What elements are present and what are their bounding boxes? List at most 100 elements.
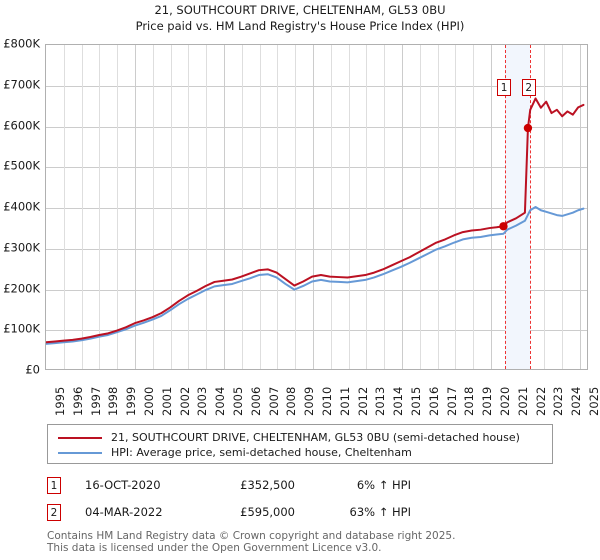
gridline: [99, 45, 100, 369]
x-axis-tick-label: 2001: [159, 386, 174, 416]
x-axis-tick-label: 2003: [195, 386, 210, 416]
x-axis-tick-label: 2011: [337, 386, 352, 416]
x-axis-tick-label: 2013: [373, 386, 388, 416]
gridline: [64, 45, 65, 369]
y-axis-tick-label: £800K: [3, 36, 40, 51]
gridline: [491, 45, 492, 369]
gridline: [562, 45, 563, 369]
transaction-badge-2: 2: [47, 504, 61, 521]
chart-legend: 21, SOUTHCOURT DRIVE, CHELTENHAM, GL53 0…: [47, 424, 553, 464]
transaction-badge-1: 1: [47, 477, 61, 494]
transaction-date-1: 16-OCT-2020: [85, 478, 161, 492]
x-axis-tick-label: 2023: [551, 386, 566, 416]
title-line-2: Price paid vs. HM Land Registry's House …: [135, 19, 465, 33]
gridline: [46, 167, 587, 168]
transaction-row[interactable]: 2 04-MAR-2022 £595,000 63% ↑ HPI: [47, 503, 553, 525]
transaction-price-1: £352,500: [240, 478, 295, 492]
x-axis-tick-label: 2006: [248, 386, 263, 416]
transaction-delta-1: 6% ↑ HPI: [356, 478, 411, 492]
gridline: [171, 45, 172, 369]
legend-label-property: 21, SOUTHCOURT DRIVE, CHELTENHAM, GL53 0…: [111, 431, 520, 444]
series-lines: [46, 97, 585, 345]
x-axis-labels: 1995 1996 1997 1998 1999 2000 2001 2002 2003 2004…: [45, 372, 600, 418]
y-axis-tick-label: £600K: [3, 118, 40, 132]
gridline: [206, 45, 207, 369]
gridline: [384, 45, 385, 369]
gridline: [46, 86, 587, 87]
gridline: [420, 45, 421, 369]
gridline: [349, 45, 350, 369]
footer-attribution: Contains HM Land Registry data © Crown c…: [47, 530, 587, 554]
x-axis-tick-label: 2009: [302, 386, 317, 416]
gridline: [544, 45, 545, 369]
gridline: [366, 45, 367, 369]
y-axis-tick-label: £200K: [3, 281, 40, 295]
sale-marker-flag[interactable]: 1: [497, 79, 512, 96]
sale-marker-dot[interactable]: [523, 123, 533, 133]
x-axis-tick-label: 2017: [444, 386, 459, 416]
event-line: [505, 45, 507, 369]
legend-label-hpi: HPI: Average price, semi-detached house,…: [111, 446, 412, 459]
y-axis-tick-label: £0: [25, 362, 40, 377]
title-line-1: 21, SOUTHCOURT DRIVE, CHELTENHAM, GL53 0…: [154, 3, 446, 17]
x-axis-tick-label: 2002: [177, 386, 192, 416]
y-axis-tick-label: £700K: [3, 77, 40, 92]
gridline: [455, 45, 456, 369]
x-axis-tick-label: 2007: [266, 386, 281, 416]
x-axis-tick-label: 2005: [231, 386, 246, 416]
y-axis-tick-label: £300K: [3, 240, 40, 255]
series-line: [46, 97, 585, 344]
sale-marker-flag[interactable]: 2: [521, 79, 536, 96]
y-axis-tick-label: £100K: [3, 321, 40, 336]
gridline: [473, 45, 474, 369]
gridline: [46, 249, 587, 250]
y-axis-tick-label: £400K: [3, 199, 40, 214]
gridline: [46, 127, 587, 128]
x-axis-tick-label: 1995: [53, 386, 67, 416]
sale-marker-dot[interactable]: [499, 222, 508, 231]
x-axis-tick-label: 2008: [284, 386, 299, 416]
gridline: [277, 45, 278, 369]
event-line: [529, 45, 531, 369]
y-axis-tick-label: £500K: [3, 158, 40, 173]
x-axis-tick-label: 1997: [88, 386, 103, 416]
gridline: [46, 290, 587, 291]
x-axis-tick-label: 2016: [426, 386, 441, 416]
x-axis-tick-label: 2015: [409, 386, 424, 416]
series-line: [46, 206, 585, 345]
gridline: [188, 45, 189, 369]
x-axis-tick-label: 2018: [462, 386, 477, 416]
transaction-price-2: £595,000: [240, 505, 295, 519]
gridline: [438, 45, 439, 369]
x-axis-tick-label: 2020: [498, 386, 513, 416]
x-axis-tick-label: 1999: [124, 386, 139, 416]
gridline: [46, 208, 587, 209]
gridline: [82, 45, 83, 369]
x-axis-tick-label: 1996: [70, 386, 85, 416]
gridline: [46, 330, 587, 331]
x-axis-tick-label: 2010: [320, 386, 335, 416]
gridline: [295, 45, 296, 369]
x-axis-tick-label: 2004: [213, 386, 228, 416]
transaction-date-2: 04-MAR-2022: [85, 505, 163, 519]
gridline: [135, 45, 136, 369]
footer-line-2: This data is licensed under the Open Gov…: [47, 542, 382, 554]
gridline: [313, 45, 314, 369]
gridline: [402, 45, 403, 369]
transaction-row[interactable]: 1 16-OCT-2020 £352,500 6% ↑ HPI: [47, 476, 553, 498]
legend-item-hpi: HPI: Average price, semi-detached house,…: [48, 445, 552, 460]
x-axis-tick-label: 2021: [515, 386, 530, 416]
x-axis-tick-label: 2014: [391, 386, 406, 416]
x-axis-tick-label: 2025: [587, 386, 600, 416]
transaction-delta-2: 63% ↑ HPI: [349, 505, 411, 519]
plot-area: [45, 44, 588, 370]
gridline: [242, 45, 243, 369]
page-title: 21, SOUTHCOURT DRIVE, CHELTENHAM, GL53 0…: [0, 2, 600, 34]
x-axis-tick-label: 2012: [355, 386, 370, 416]
x-axis-tick-label: 2019: [480, 386, 495, 416]
gridline: [260, 45, 261, 369]
y-axis-labels: £0 £100K £200K £300K £400K £500K £600K £700K £80…: [0, 38, 43, 376]
gridline: [153, 45, 154, 369]
legend-swatch-hpi: [58, 451, 102, 454]
